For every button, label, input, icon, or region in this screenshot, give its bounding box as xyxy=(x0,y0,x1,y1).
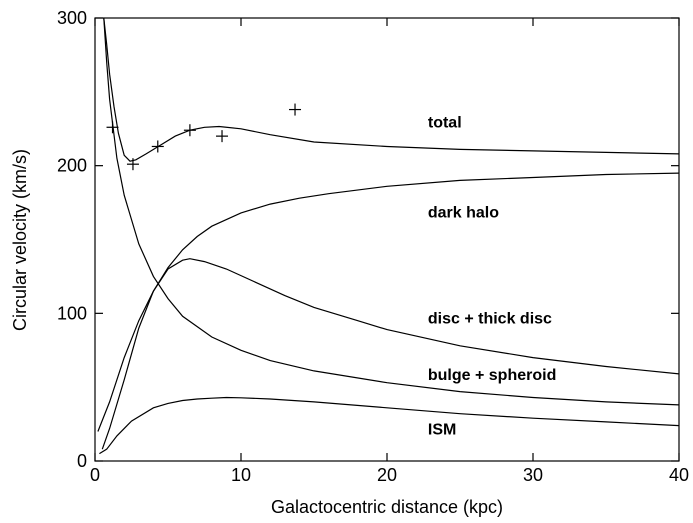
x-tick-label: 10 xyxy=(231,465,251,485)
observation-point xyxy=(106,121,119,134)
curve-bulge-spheroid xyxy=(103,18,679,406)
y-tick-label: 200 xyxy=(57,156,87,176)
curve-disc-thick-disc xyxy=(101,258,679,450)
x-tick-label: 40 xyxy=(669,465,689,485)
curve-label-ism: ISM xyxy=(428,421,456,438)
x-axis-label: Galactocentric distance (kpc) xyxy=(271,497,503,517)
axis-tick-labels: 0 10 20 30 40 0 100 200 300 xyxy=(57,8,689,485)
curve-dark-halo xyxy=(97,172,679,432)
curve-label-dark-halo: dark halo xyxy=(428,204,499,221)
observations-layer xyxy=(106,103,302,171)
curves-layer xyxy=(97,18,679,455)
observation-point xyxy=(126,158,139,171)
plot-frame xyxy=(94,17,680,462)
observation-point xyxy=(151,140,164,153)
curve-total xyxy=(103,18,679,162)
y-axis-label: Circular velocity (km/s) xyxy=(10,149,30,331)
axis-ticks xyxy=(94,17,680,462)
curve-labels-layer: total dark halo disc + thick disc bulge + s… xyxy=(428,114,556,438)
x-tick-label: 30 xyxy=(523,465,543,485)
observation-point xyxy=(216,130,229,143)
curve-label-disc-thick-disc: disc + thick disc xyxy=(428,311,552,328)
curve-ism xyxy=(99,396,679,455)
y-tick-label: 300 xyxy=(57,8,87,28)
y-tick-label: 0 xyxy=(77,451,87,471)
x-tick-label: 0 xyxy=(90,465,100,485)
curve-label-total: total xyxy=(428,114,462,131)
observation-point xyxy=(289,103,302,116)
observation-point xyxy=(183,124,196,137)
x-tick-label: 20 xyxy=(377,465,397,485)
y-tick-label: 100 xyxy=(57,303,87,323)
curve-label-bulge-spheroid: bulge + spheroid xyxy=(428,367,556,384)
